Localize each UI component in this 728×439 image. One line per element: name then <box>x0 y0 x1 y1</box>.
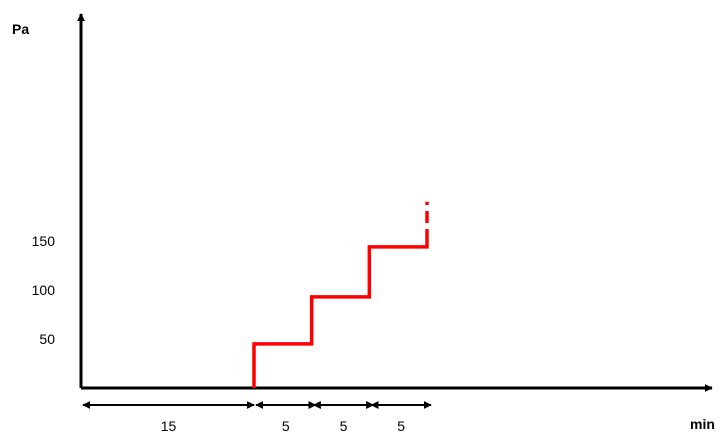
interval-label: 5 <box>397 418 405 434</box>
y-axis-label: Pa <box>12 21 29 37</box>
interval-label: 5 <box>282 418 290 434</box>
series-step-line <box>252 241 429 388</box>
y-tick-label: 50 <box>39 331 55 347</box>
series-layer <box>252 201 429 388</box>
interval-label: 5 <box>340 418 348 434</box>
y-tick-labels: 50 100 150 <box>32 233 56 347</box>
y-tick-label: 100 <box>32 282 56 298</box>
interval-label: 15 <box>161 418 177 434</box>
interval-arrows: 15 5 5 5 <box>82 401 432 434</box>
y-tick-label: 150 <box>32 233 56 249</box>
x-axis-label: min <box>690 416 715 432</box>
